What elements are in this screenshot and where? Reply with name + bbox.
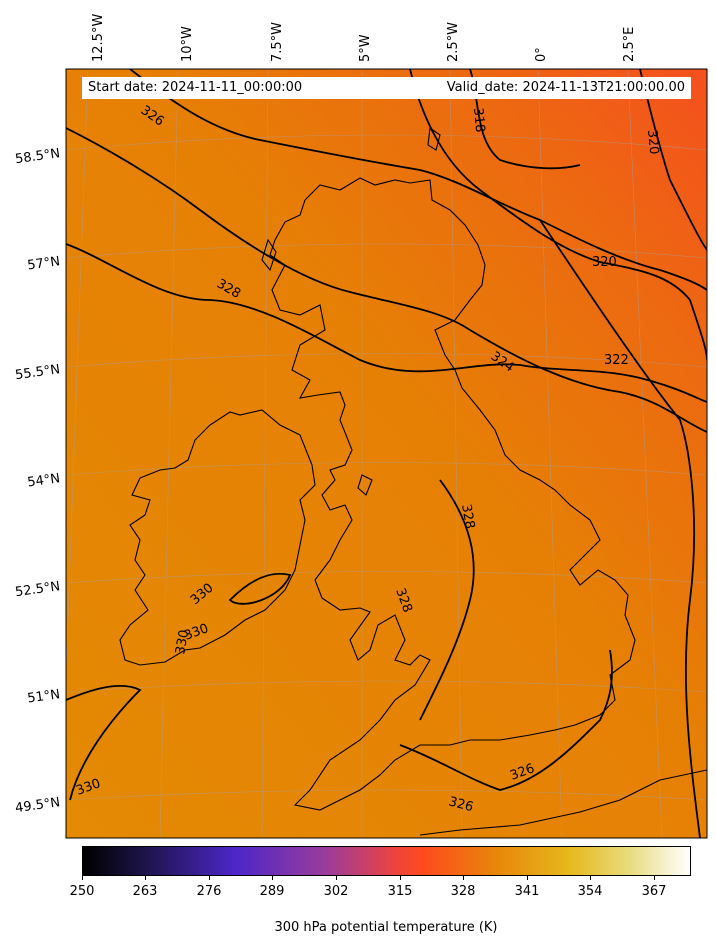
lon-label: 2.5°W (446, 21, 461, 62)
contour-label: 318 (470, 107, 487, 133)
lon-label: 5°W (358, 34, 373, 62)
colorbar-tick-label: 302 (323, 884, 349, 899)
colorbar-tick-label: 289 (259, 884, 285, 899)
map-background (66, 69, 707, 838)
contour-330-ireland (228, 572, 292, 605)
lon-label: 2.5°E (622, 26, 637, 62)
colorbar-tick (272, 876, 273, 880)
lon-label: 12.5°W (91, 13, 106, 62)
coast-great-britain (269, 177, 636, 811)
colorbar-tick (463, 876, 464, 880)
contour-320-east (639, 69, 707, 251)
contours (66, 69, 707, 838)
contour-328-east (419, 479, 475, 721)
lon-label: 10°W (180, 26, 195, 62)
coast-orkney (427, 127, 441, 151)
contour-328-west (66, 243, 707, 403)
colorbar-tick-label: 367 (641, 884, 667, 899)
contour-326-top (129, 69, 707, 291)
colorbar-tick (400, 876, 401, 880)
contour-label: 322 (604, 353, 629, 368)
colorbar-tick-label: 276 (196, 884, 222, 899)
contour-322 (539, 219, 701, 838)
gridlines (66, 69, 707, 838)
coast-france (419, 769, 707, 836)
contour-label: 326 (447, 794, 475, 815)
colorbar-tick (590, 876, 591, 880)
coast-ireland (119, 409, 316, 666)
colorbar-tick (209, 876, 210, 880)
date-info-box: Start date: 2024-11-11_00:00:00 Valid_da… (82, 77, 691, 99)
colorbar-label: 300 hPa potential temperature (K) (274, 920, 498, 935)
colorbar-tick (654, 876, 655, 880)
contour-326-south (399, 649, 613, 791)
colorbar (82, 846, 691, 876)
colorbar-tick-label: 328 (450, 884, 476, 899)
colorbar-tick (527, 876, 528, 880)
colorbar-tick (145, 876, 146, 880)
contour-label: 320 (592, 255, 617, 270)
colorbar-tick-label: 250 (69, 884, 95, 899)
map-frame (65, 68, 708, 839)
start-date: Start date: 2024-11-11_00:00:00 (88, 80, 303, 95)
lon-label: 7.5°W (270, 21, 285, 62)
colorbar-tick-label: 354 (577, 884, 603, 899)
contour-320 (409, 69, 707, 361)
contour-label: 320 (644, 129, 661, 155)
colorbar-tick (82, 876, 83, 880)
contour-326-north (66, 127, 707, 433)
contour-330-southwest (66, 685, 142, 801)
coastlines (119, 127, 707, 836)
contour-label: 328 (458, 503, 477, 530)
colorbar-tick-label: 263 (132, 884, 158, 899)
colorbar-tick (336, 876, 337, 880)
valid-date: Valid_date: 2024-11-13T21:00:00.00 (446, 80, 685, 95)
colorbar-tick-label: 341 (514, 884, 540, 899)
coast-isle-of-man (357, 474, 373, 496)
contour-label: 330 (173, 629, 192, 656)
colorbar-tick-label: 315 (387, 884, 413, 899)
lon-label: 0° (534, 47, 549, 62)
